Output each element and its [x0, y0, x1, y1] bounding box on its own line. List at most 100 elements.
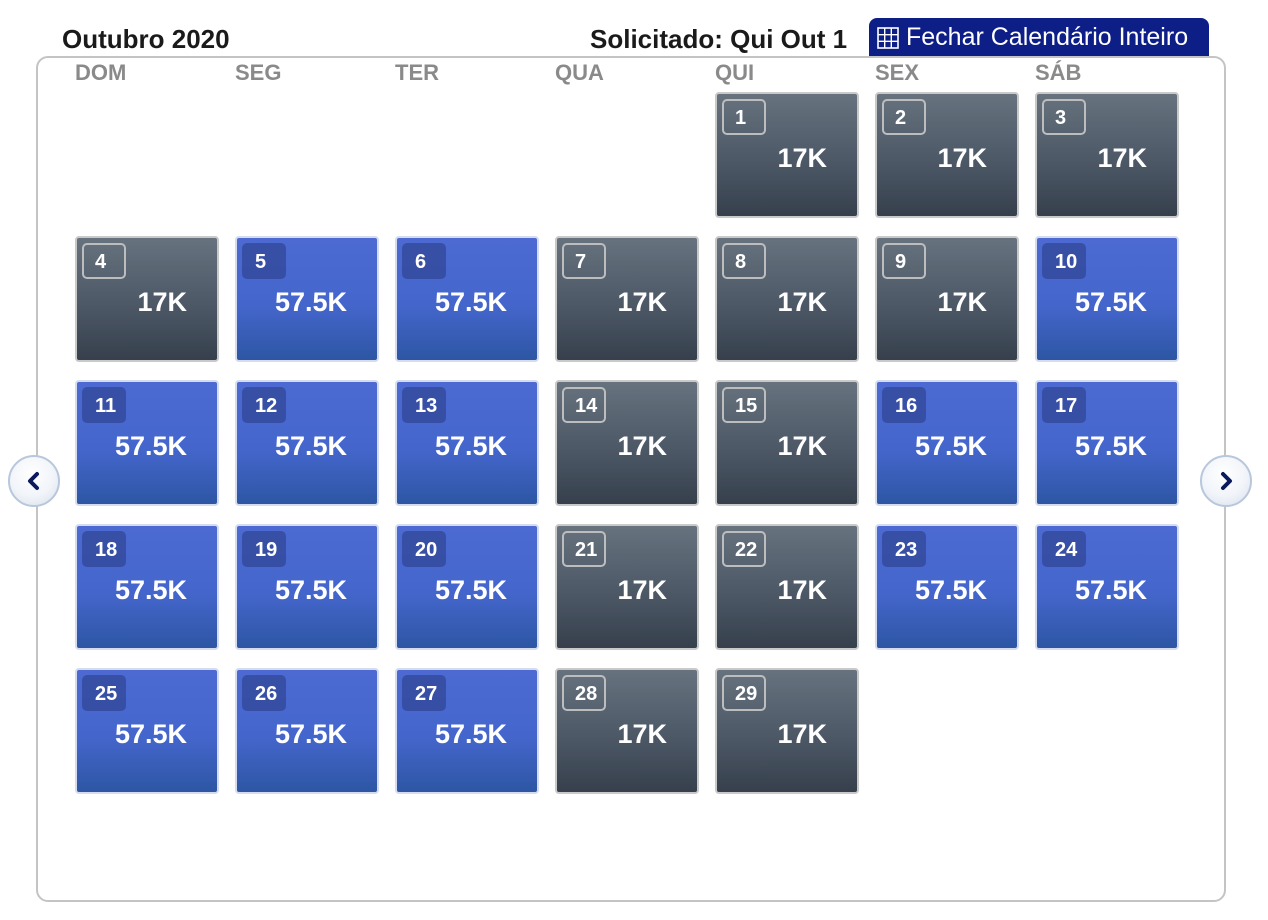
- day-number: 21: [562, 531, 606, 567]
- calendar-day-cell[interactable]: 18 57.5K: [75, 524, 219, 650]
- day-fare-price: 57.5K: [434, 719, 507, 749]
- calendar-day-cell[interactable]: 4 17K: [75, 236, 219, 362]
- day-number: 5: [242, 243, 286, 279]
- day-number: 22: [722, 531, 766, 567]
- day-number: 28: [562, 675, 606, 711]
- calendar-day-cell[interactable]: 9 17K: [875, 236, 1019, 362]
- day-number: 19: [242, 531, 286, 567]
- day-number: 13: [402, 387, 446, 423]
- day-fare-price: 57.5K: [434, 287, 507, 317]
- calendar-day-cell[interactable]: 16 57.5K: [875, 380, 1019, 506]
- previous-month-button[interactable]: [8, 455, 60, 507]
- calendar-day-cell[interactable]: 25 57.5K: [75, 668, 219, 794]
- day-fare-price: 57.5K: [274, 575, 347, 605]
- close-full-calendar-button[interactable]: Fechar Calendário Inteiro: [869, 18, 1209, 57]
- calendar-day-cell[interactable]: 19 57.5K: [235, 524, 379, 650]
- day-fare-price: 57.5K: [914, 431, 987, 461]
- day-fare-price: 17K: [1097, 143, 1147, 173]
- day-fare-price: 17K: [937, 287, 987, 317]
- day-number: 24: [1042, 531, 1086, 567]
- day-fare-price: 57.5K: [274, 287, 347, 317]
- calendar-day-cell[interactable]: 13 57.5K: [395, 380, 539, 506]
- day-number: 1: [722, 99, 766, 135]
- calendar-day-cell[interactable]: 20 57.5K: [395, 524, 539, 650]
- calendar-day-cell[interactable]: 1 17K: [715, 92, 859, 218]
- calendar-day-cell[interactable]: 17 57.5K: [1035, 380, 1179, 506]
- calendar-day-cell[interactable]: 24 57.5K: [1035, 524, 1179, 650]
- requested-date-label: Solicitado: Qui Out 1: [590, 24, 848, 54]
- weekday-wed: QUA: [555, 60, 604, 85]
- day-fare-price: 57.5K: [114, 575, 187, 605]
- day-number: 26: [242, 675, 286, 711]
- chevron-right-icon: [1221, 472, 1232, 490]
- weekday-tue: TER: [395, 60, 439, 85]
- calendar-day-cell[interactable]: 14 17K: [555, 380, 699, 506]
- close-full-calendar-label: Fechar Calendário Inteiro: [906, 23, 1189, 51]
- calendar-day-cell[interactable]: 12 57.5K: [235, 380, 379, 506]
- weekday-fri: SEX: [875, 60, 920, 85]
- day-fare-price: 17K: [777, 719, 827, 749]
- day-fare-price: 17K: [777, 575, 827, 605]
- day-fare-price: 17K: [777, 431, 827, 461]
- day-number: 20: [402, 531, 446, 567]
- day-fare-price: 17K: [777, 143, 827, 173]
- calendar-day-cell[interactable]: 3 17K: [1035, 92, 1179, 218]
- day-number: 11: [82, 387, 126, 423]
- day-number: 16: [882, 387, 926, 423]
- chevron-left-icon: [28, 472, 39, 490]
- day-fare-price: 57.5K: [274, 719, 347, 749]
- day-fare-price: 57.5K: [1074, 431, 1147, 461]
- day-fare-price: 17K: [617, 431, 667, 461]
- calendar-day-cell[interactable]: 23 57.5K: [875, 524, 1019, 650]
- calendar-day-cell[interactable]: 29 17K: [715, 668, 859, 794]
- day-number: 3: [1042, 99, 1086, 135]
- calendar-day-cell[interactable]: 26 57.5K: [235, 668, 379, 794]
- day-fare-price: 17K: [617, 287, 667, 317]
- calendar-day-cell[interactable]: 28 17K: [555, 668, 699, 794]
- day-number: 10: [1042, 243, 1086, 279]
- next-month-button[interactable]: [1200, 455, 1252, 507]
- day-number: 4: [82, 243, 126, 279]
- day-fare-price: 17K: [617, 719, 667, 749]
- day-number: 18: [82, 531, 126, 567]
- day-number: 27: [402, 675, 446, 711]
- calendar-day-cell[interactable]: 8 17K: [715, 236, 859, 362]
- day-number: 17: [1042, 387, 1086, 423]
- calendar-day-cell[interactable]: 22 17K: [715, 524, 859, 650]
- day-fare-price: 57.5K: [434, 431, 507, 461]
- day-number: 29: [722, 675, 766, 711]
- calendar-day-cell[interactable]: 15 17K: [715, 380, 859, 506]
- calendar-day-cell[interactable]: 11 57.5K: [75, 380, 219, 506]
- day-fare-price: 17K: [137, 287, 187, 317]
- calendar-day-cell[interactable]: 2 17K: [875, 92, 1019, 218]
- day-number: 14: [562, 387, 606, 423]
- calendar-day-cell[interactable]: 7 17K: [555, 236, 699, 362]
- day-number: 6: [402, 243, 446, 279]
- day-number: 8: [722, 243, 766, 279]
- day-number: 2: [882, 99, 926, 135]
- day-number: 12: [242, 387, 286, 423]
- day-fare-price: 57.5K: [1074, 287, 1147, 317]
- weekday-mon: SEG: [235, 60, 282, 85]
- calendar-day-cell[interactable]: 6 57.5K: [395, 236, 539, 362]
- weekday-sat: SÁB: [1035, 60, 1082, 85]
- weekday-sun: DOM: [75, 60, 127, 85]
- calendar-day-cell[interactable]: 27 57.5K: [395, 668, 539, 794]
- day-fare-price: 57.5K: [114, 431, 187, 461]
- calendar-day-cell[interactable]: 5 57.5K: [235, 236, 379, 362]
- grid-icon: [877, 26, 899, 49]
- day-number: 15: [722, 387, 766, 423]
- day-fare-price: 17K: [777, 287, 827, 317]
- month-title: Outubro 2020: [62, 24, 230, 54]
- calendar-day-cell[interactable]: 21 17K: [555, 524, 699, 650]
- day-fare-price: 17K: [617, 575, 667, 605]
- day-number: 23: [882, 531, 926, 567]
- calendar-day-cell[interactable]: 10 57.5K: [1035, 236, 1179, 362]
- day-number: 25: [82, 675, 126, 711]
- day-fare-price: 57.5K: [114, 719, 187, 749]
- day-fare-price: 57.5K: [274, 431, 347, 461]
- day-fare-price: 57.5K: [914, 575, 987, 605]
- weekday-thu: QUI: [715, 60, 755, 85]
- day-fare-price: 57.5K: [1074, 575, 1147, 605]
